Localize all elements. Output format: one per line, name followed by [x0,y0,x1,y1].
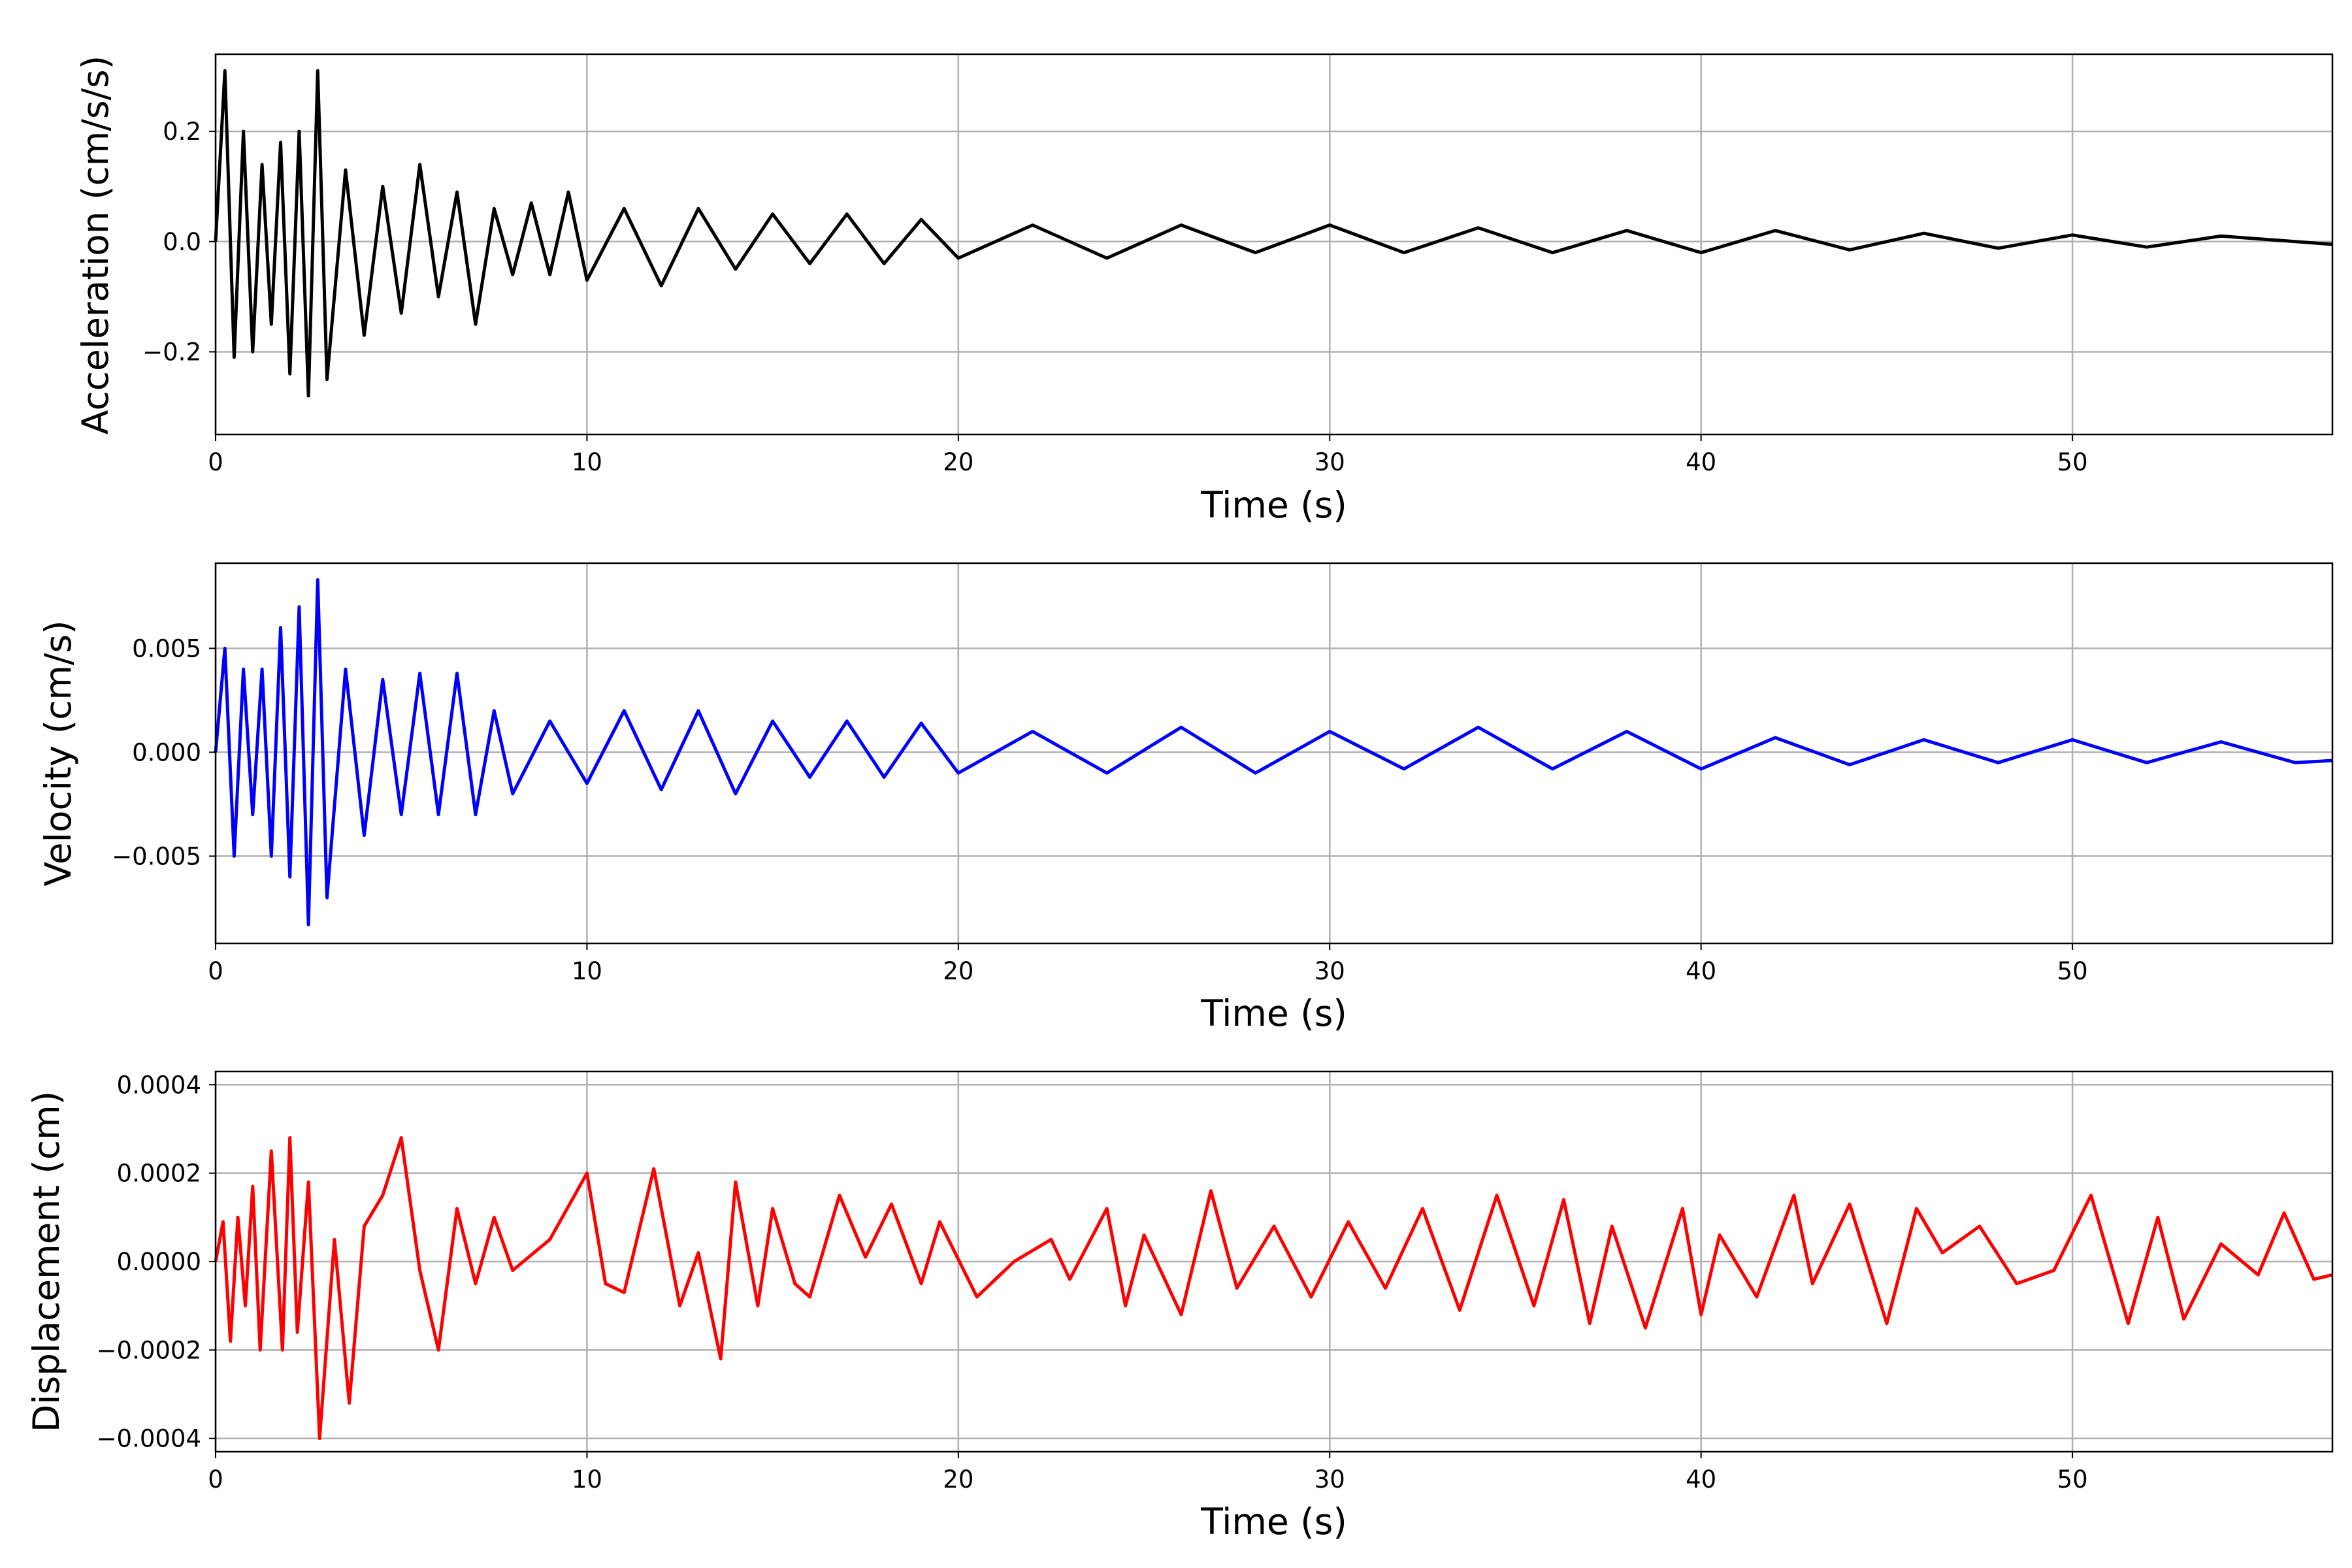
acceleration-xlabel: Time (s) [1200,484,1347,526]
velocity-xtick-label: 20 [943,957,973,985]
velocity-xtick-label: 30 [1315,957,1345,985]
acceleration-axes-frame [214,53,2334,436]
displacement-ytick-label: −0.0004 [97,1425,201,1453]
acceleration-xtick-label: 20 [943,448,973,476]
displacement-xlabel: Time (s) [1200,1501,1347,1543]
acceleration-xtick-label: 10 [572,448,602,476]
velocity-xlabel: Time (s) [1200,992,1347,1034]
velocity-xtick-label: 50 [2057,957,2088,985]
displacement-axes-frame [214,1070,2334,1453]
velocity-series-line [214,578,2333,926]
acceleration-ylabel: Acceleration (cm/s/s) [74,56,116,434]
velocity-panel: Velocity (cm/s) Time (s) 0 10 20 30 40 50 −0.0… [37,562,2334,1034]
velocity-xtick-label: 40 [1686,957,1716,985]
displacement-ytick-label: 0.0002 [117,1160,201,1188]
velocity-ytick-label: 0.000 [132,738,201,766]
acceleration-xtick-label: 50 [2057,448,2088,476]
displacement-ytick-label: −0.0002 [97,1336,201,1364]
acceleration-ytick-label: 0.2 [163,118,201,146]
displacement-ytick-label: 0.0004 [117,1071,201,1099]
acceleration-ytick-label: 0.0 [163,228,201,256]
velocity-ylabel: Velocity (cm/s) [37,620,79,886]
velocity-xtick-label: 10 [572,957,602,985]
acceleration-panel: Acceleration (cm/s/s) Time (s) 0 10 20 30 40… [74,53,2334,526]
acceleration-xtick-label: 30 [1315,448,1345,476]
displacement-ylabel: Displacement (cm) [25,1091,67,1432]
acceleration-xtick-label: 40 [1686,448,1716,476]
displacement-xtick-label: 50 [2057,1465,2088,1494]
velocity-ytick-label: 0.005 [132,634,201,662]
acceleration-ytick-label: −0.2 [142,338,201,366]
velocity-axes-frame [214,562,2334,945]
displacement-xtick-label: 20 [943,1465,973,1494]
displacement-ytick-label: 0.0000 [117,1248,201,1276]
velocity-xtick-label: 0 [208,957,223,985]
displacement-xtick-label: 30 [1315,1465,1345,1494]
displacement-xtick-label: 40 [1686,1465,1716,1494]
displacement-xtick-label: 0 [208,1465,223,1494]
displacement-series-line [214,1136,2333,1441]
acceleration-series-line [214,69,2333,398]
acceleration-xtick-label: 0 [208,448,223,476]
velocity-ytick-label: −0.005 [112,842,201,870]
displacement-xtick-label: 10 [572,1465,602,1494]
displacement-panel: Displacement (cm) Time (s) 0 10 20 30 40 50 −0… [25,1070,2334,1543]
